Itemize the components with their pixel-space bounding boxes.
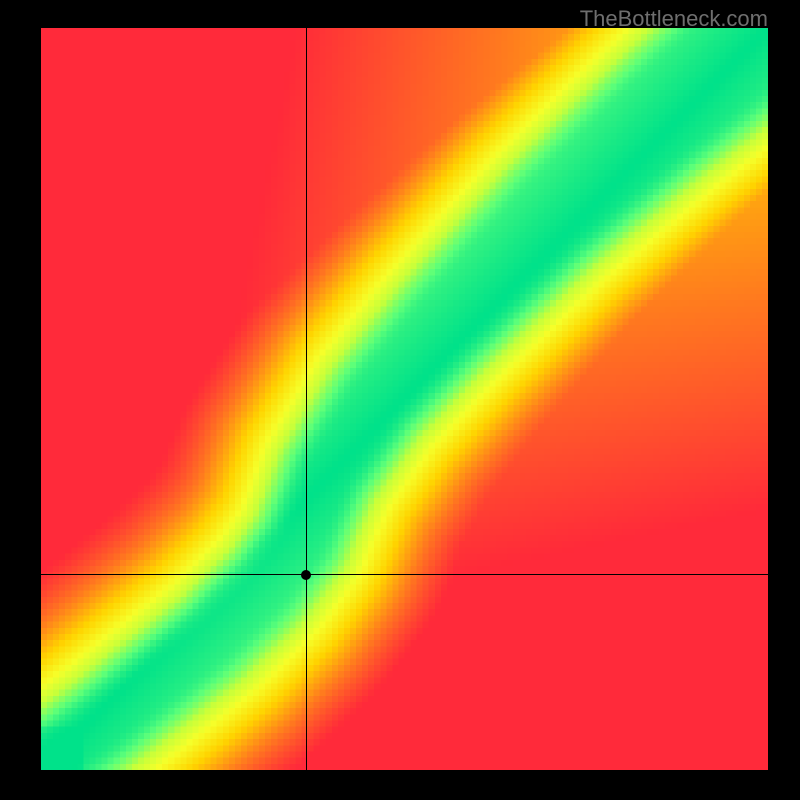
watermark-text: TheBottleneck.com [580,6,768,32]
heatmap-canvas [41,28,768,770]
crosshair-vertical [306,28,307,770]
heatmap-frame [41,28,768,770]
crosshair-horizontal [41,574,768,575]
